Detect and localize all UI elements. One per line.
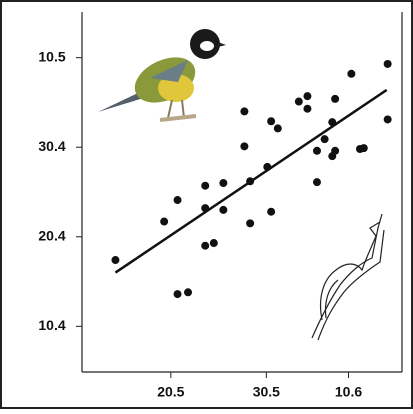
data-point [209, 239, 218, 248]
data-point [111, 256, 120, 265]
y-tick-label: 20.4 [38, 227, 65, 243]
data-point [160, 217, 169, 226]
data-point [273, 124, 282, 133]
data-point [294, 97, 303, 106]
data-point [173, 290, 182, 299]
x-tick-label: 30.5 [253, 384, 280, 400]
y-tick-label: 10.4 [38, 317, 65, 333]
data-point [219, 205, 228, 214]
data-point [331, 94, 340, 103]
data-point [383, 59, 392, 68]
data-point [240, 142, 249, 151]
data-point [184, 288, 193, 297]
data-point [201, 241, 210, 250]
data-point [331, 146, 340, 155]
data-point [312, 146, 321, 155]
data-point [359, 144, 368, 153]
data-point [246, 219, 255, 228]
data-point [383, 115, 392, 124]
trend-line [114, 88, 388, 274]
data-point [267, 117, 276, 126]
data-point [347, 69, 356, 78]
y-tick-label: 10.5 [38, 48, 65, 64]
y-tick-label: 30.4 [38, 138, 65, 154]
x-tick-label: 20.5 [157, 384, 184, 400]
caterpillar-illustration [311, 213, 385, 341]
data-point [219, 179, 228, 188]
data-point [201, 181, 210, 190]
data-point [303, 104, 312, 113]
data-point [173, 196, 182, 205]
x-tick-label: 10.6 [335, 384, 362, 400]
bird-illustration [98, 29, 226, 122]
data-point [240, 107, 249, 116]
data-point [303, 92, 312, 101]
data-point [267, 207, 276, 216]
data-point [312, 178, 321, 187]
data-point [320, 135, 329, 144]
